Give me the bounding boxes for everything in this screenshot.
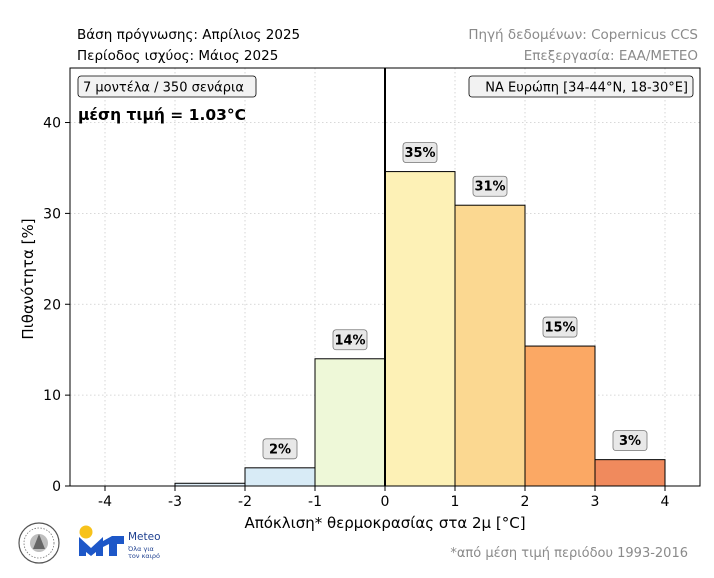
- meteo-name: Meteo: [128, 531, 161, 543]
- y-tick-label: 20: [43, 297, 61, 313]
- bar-label-box: [612, 430, 648, 452]
- meteo-tagline: Όλα για τον καιρό: [128, 546, 160, 560]
- data-source: Πηγή δεδομένων: Copernicus CCS: [468, 27, 698, 43]
- x-tick-label: 2: [521, 494, 530, 510]
- bar-label: 15%: [544, 321, 575, 336]
- meteo-logo-icon: [79, 525, 124, 556]
- x-tick-label: 3: [591, 494, 600, 510]
- bar-label-box: [542, 316, 578, 338]
- processing-credit: Επεξεργασία: ΕΑΑ/METEO: [523, 48, 698, 64]
- mean-value: μέση τιμή = 1.03°C: [78, 106, 246, 124]
- forecast-base: Βάση πρόγνωσης: Απρίλιος 2025: [77, 27, 301, 43]
- bar-labels: 2% 14% 35% 31% 15% 3%: [262, 142, 648, 460]
- meteo-tagline-2: τον καιρό: [128, 552, 161, 560]
- validity-period: Περίοδος ισχύος: Μάιος 2025: [77, 48, 279, 64]
- x-tick-label: 0: [381, 494, 390, 510]
- y-tick-label: 30: [43, 206, 61, 222]
- reference-note: *από μέση τιμή περιόδου 1993-2016: [450, 546, 688, 561]
- meteo-tagline-1: Όλα για: [128, 545, 154, 553]
- annotation-region: ΝΑ Ευρώπη [34-44°N, 18-30°E]: [468, 75, 694, 98]
- y-axis-label: Πιθανότητα [%]: [19, 218, 37, 339]
- bar: [314, 358, 386, 487]
- annotation-models-text: 7 μοντέλα / 350 σενάρια: [83, 81, 244, 96]
- bar: [384, 171, 456, 487]
- bar-label-box: [402, 142, 438, 163]
- bar: [244, 467, 316, 487]
- y-tick-label: 40: [43, 116, 61, 132]
- bar-label: 35%: [404, 146, 435, 161]
- bar: [454, 204, 526, 487]
- bar: [524, 345, 596, 487]
- x-tick-label: -3: [168, 494, 182, 510]
- bar-label: 31%: [474, 180, 505, 195]
- x-axis-label: Απόκλιση* θερμοκρασίας στα 2μ [°C]: [244, 514, 525, 532]
- y-tick-label: 10: [43, 388, 61, 404]
- bar: [594, 459, 666, 487]
- x-tick-label: 1: [451, 494, 460, 510]
- bar-label-box: [262, 438, 298, 460]
- x-tick-label: -2: [238, 494, 252, 510]
- bar-label-box: [472, 175, 508, 197]
- x-tick-label: -4: [98, 494, 112, 510]
- annotation-models: 7 μοντέλα / 350 σενάρια: [77, 75, 257, 98]
- bar-label-box: [332, 329, 368, 351]
- x-tick-label: 4: [661, 494, 670, 510]
- academy-seal-icon: [18, 522, 60, 564]
- bar-label: 3%: [619, 434, 641, 449]
- bars: [174, 171, 666, 487]
- x-tick-label: -1: [308, 494, 322, 510]
- bar-label: 2%: [269, 442, 291, 457]
- bar-label: 14%: [334, 333, 365, 348]
- y-tick-label: 0: [52, 479, 61, 495]
- annotation-region-text: ΝΑ Ευρώπη [34-44°N, 18-30°E]: [485, 81, 688, 96]
